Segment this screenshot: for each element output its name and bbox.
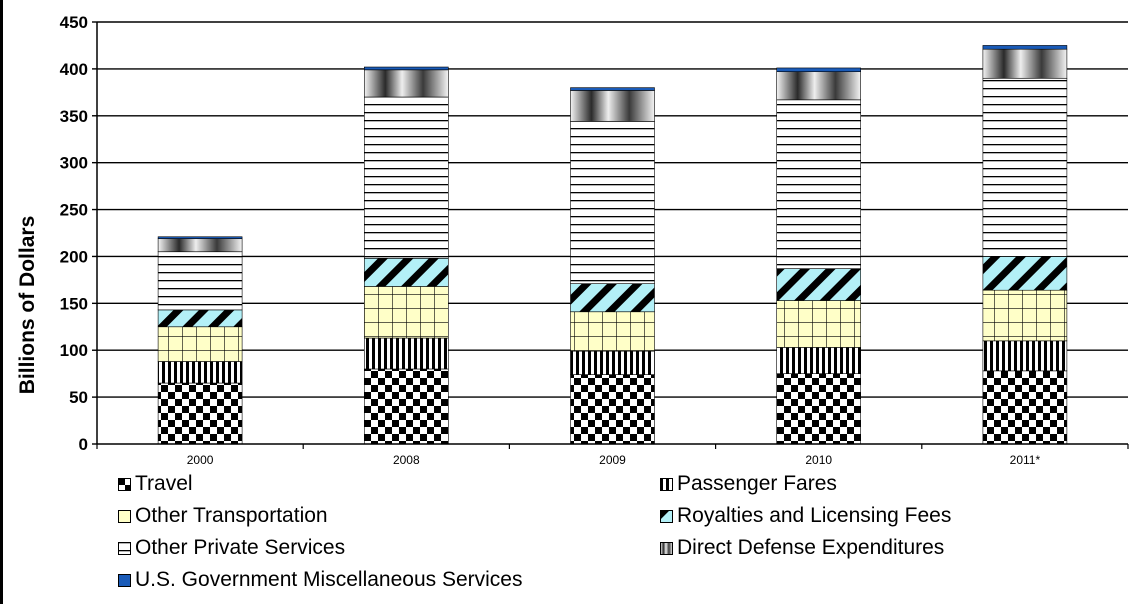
y-tick-label: 300 [60, 154, 88, 173]
bar-segment-solid-2010 [776, 67, 862, 73]
bar-segment-grid-2000 [157, 326, 243, 362]
bar-segment-vertical-lines-2008 [363, 337, 449, 370]
bar-segment-grid-2011* [982, 289, 1068, 342]
bar-segment-gradient-2010 [776, 71, 862, 101]
y-axis-title: Billions of Dollars [16, 216, 39, 395]
bar-segment-solid-2000 [157, 236, 243, 239]
bar-segment-checker-2000 [157, 382, 243, 445]
bar-segment-gradient-2000 [157, 238, 243, 253]
bar-segment-diagonal-2010 [776, 268, 862, 301]
bar-segment-checker-2010 [776, 373, 862, 445]
y-tick-label: 200 [60, 247, 88, 266]
bar-segment-horizontal-lines-2010 [776, 99, 862, 269]
bar-segment-horizontal-lines-2011* [982, 77, 1068, 257]
y-tick-label: 250 [60, 201, 88, 220]
bar-segment-solid-2008 [363, 66, 449, 71]
x-tick-label: 2011* [1010, 453, 1041, 467]
x-tick-label: 2000 [187, 453, 214, 467]
left-border [0, 0, 3, 604]
bar-segment-solid-2009 [570, 87, 655, 91]
bar-segment-checker-2008 [363, 368, 449, 445]
y-tick-label: 350 [60, 107, 88, 126]
bar-segment-horizontal-lines-2000 [157, 251, 243, 311]
y-tick-label: 150 [60, 294, 88, 313]
bar-segment-diagonal-2000 [157, 309, 243, 328]
bar-segment-gradient-2011* [982, 48, 1068, 79]
bar-segment-horizontal-lines-2008 [363, 96, 449, 259]
x-tick-label: 2009 [599, 453, 626, 467]
bar-segment-gradient-2008 [363, 69, 449, 98]
y-tick-label: 50 [69, 388, 88, 407]
bar-segment-grid-2010 [776, 300, 862, 348]
bar-segment-gradient-2009 [570, 90, 655, 122]
bars [157, 45, 1068, 445]
bar-segment-diagonal-2009 [570, 283, 655, 313]
bar-segment-vertical-lines-2000 [157, 361, 243, 384]
axes: 0 50 100 150 200 250 300 350 400 450 2000 2008 2009 2… [60, 13, 1129, 467]
bar-segment-vertical-lines-2010 [776, 347, 862, 374]
bar-segment-grid-2008 [363, 286, 449, 339]
bar-segment-solid-2011* [982, 45, 1068, 50]
bar-segment-checker-2009 [570, 374, 655, 445]
bar-segment-checker-2011* [982, 370, 1068, 445]
y-tick-label: 0 [79, 435, 88, 454]
bar-segment-vertical-lines-2011* [982, 340, 1068, 372]
y-tick-label: 400 [60, 60, 88, 79]
x-tick-label: 2010 [805, 453, 832, 467]
bar-segment-vertical-lines-2009 [570, 350, 655, 375]
bar-segment-grid-2009 [570, 311, 655, 352]
y-tick-label: 450 [60, 13, 88, 32]
x-tick-label: 2008 [393, 453, 420, 467]
bar-segment-horizontal-lines-2009 [570, 121, 655, 284]
bar-segment-diagonal-2008 [363, 258, 449, 287]
bar-segment-diagonal-2011* [982, 256, 1068, 291]
y-tick-label: 100 [60, 341, 88, 360]
